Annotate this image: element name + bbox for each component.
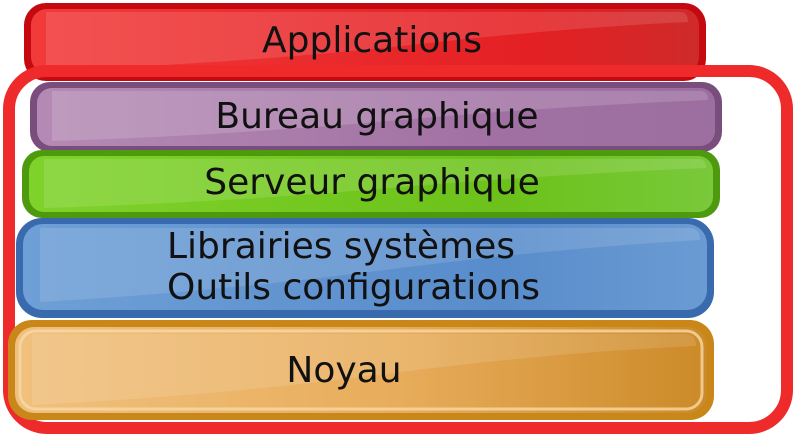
layer-noyau: Noyau [8, 320, 714, 420]
layer-serveur-graphique-gloss [44, 159, 706, 208]
layer-librairies-outils-face [23, 224, 707, 310]
layer-bureau-graphique-label: Bureau graphique [215, 96, 538, 137]
layer-librairies-outils-gloss [40, 228, 700, 302]
layer-serveur-graphique-face [29, 156, 713, 212]
layer-noyau-inner-rim [18, 329, 704, 411]
system-bracket [3, 65, 793, 434]
layer-serveur-graphique: Serveur graphique [22, 150, 720, 218]
layer-serveur-graphique-label: Serveur graphique [204, 162, 540, 203]
layer-applications-face [31, 9, 699, 73]
layer-applications: Applications [24, 3, 706, 81]
layer-librairies-outils: Librairies systèmes Outils configuration… [16, 218, 714, 318]
layer-noyau-face [15, 327, 707, 413]
layer-bureau-graphique: Bureau graphique [30, 82, 722, 152]
layer-noyau-label: Noyau [286, 350, 401, 391]
layer-outils-label: Outils configurations [167, 267, 540, 308]
layer-bureau-graphique-face [37, 88, 715, 146]
layer-applications-label: Applications [262, 20, 482, 61]
layer-bureau-graphique-gloss [52, 91, 708, 141]
layer-librairies-label: Librairies systèmes [167, 226, 515, 267]
layer-applications-gloss [46, 12, 688, 70]
layer-noyau-gloss [32, 334, 696, 405]
